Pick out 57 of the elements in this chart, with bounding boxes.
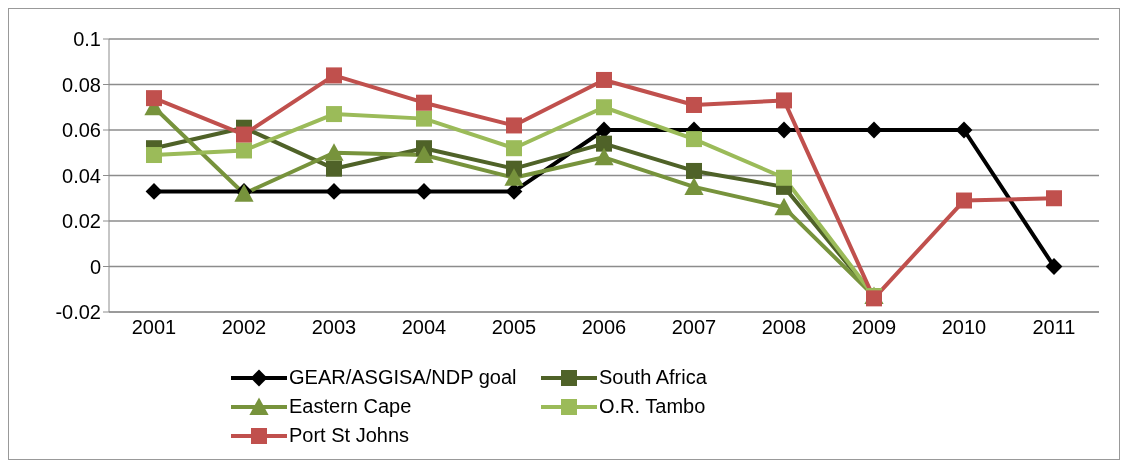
point bbox=[596, 71, 612, 88]
point bbox=[416, 110, 432, 127]
point bbox=[686, 162, 702, 179]
y-tick-label: 0.06 bbox=[62, 119, 101, 142]
point bbox=[775, 121, 793, 139]
point bbox=[326, 160, 342, 177]
x-tick-label: 2005 bbox=[491, 316, 537, 339]
point bbox=[236, 142, 252, 159]
y-tick-label: 0.08 bbox=[62, 73, 101, 96]
y-tick-label: 0 bbox=[89, 255, 101, 278]
point bbox=[776, 92, 792, 109]
point bbox=[146, 90, 162, 107]
point bbox=[504, 168, 524, 186]
x-tick-label: 2011 bbox=[1032, 316, 1076, 339]
y-tick-label: 0.04 bbox=[62, 164, 101, 187]
point bbox=[956, 192, 972, 209]
point bbox=[506, 140, 522, 157]
point bbox=[1045, 258, 1063, 275]
point bbox=[146, 147, 162, 164]
x-tick-label: 2003 bbox=[311, 316, 357, 339]
legend-label: Port St Johns bbox=[289, 424, 410, 447]
point bbox=[684, 177, 704, 195]
y-tick-label: 0.02 bbox=[62, 210, 101, 233]
point bbox=[865, 121, 883, 139]
point bbox=[416, 94, 432, 111]
point bbox=[415, 183, 433, 200]
x-tick-label: 2001 bbox=[131, 316, 177, 339]
point bbox=[686, 96, 702, 113]
point bbox=[145, 183, 163, 200]
legend-label: Eastern Cape bbox=[289, 395, 412, 418]
point bbox=[506, 117, 522, 134]
point bbox=[955, 121, 973, 139]
x-tick-label: 2004 bbox=[401, 316, 447, 339]
point bbox=[326, 67, 342, 84]
point bbox=[1046, 190, 1062, 207]
legend-label: O.R. Tambo bbox=[599, 395, 706, 418]
y-tick-label: 0.1 bbox=[73, 28, 101, 51]
x-tick-label: 2007 bbox=[671, 316, 717, 339]
point bbox=[325, 183, 343, 200]
point bbox=[324, 143, 344, 161]
x-tick-label: 2006 bbox=[581, 316, 627, 339]
x-tick-label: 2009 bbox=[851, 316, 897, 339]
point bbox=[236, 126, 252, 143]
point bbox=[776, 169, 792, 186]
point bbox=[596, 99, 612, 116]
x-tick-label: 2010 bbox=[941, 316, 987, 339]
point bbox=[774, 197, 794, 216]
point bbox=[596, 135, 612, 152]
y-tick-label: -0.02 bbox=[55, 301, 101, 324]
point bbox=[686, 131, 702, 148]
x-tick-label: 2008 bbox=[761, 316, 807, 339]
point bbox=[326, 106, 342, 123]
x-tick-label: 2002 bbox=[221, 316, 267, 339]
point bbox=[414, 145, 434, 164]
legend-label: GEAR/ASGISA/NDP goal bbox=[289, 366, 517, 389]
legend-label: South Africa bbox=[599, 366, 707, 389]
point bbox=[594, 147, 614, 166]
